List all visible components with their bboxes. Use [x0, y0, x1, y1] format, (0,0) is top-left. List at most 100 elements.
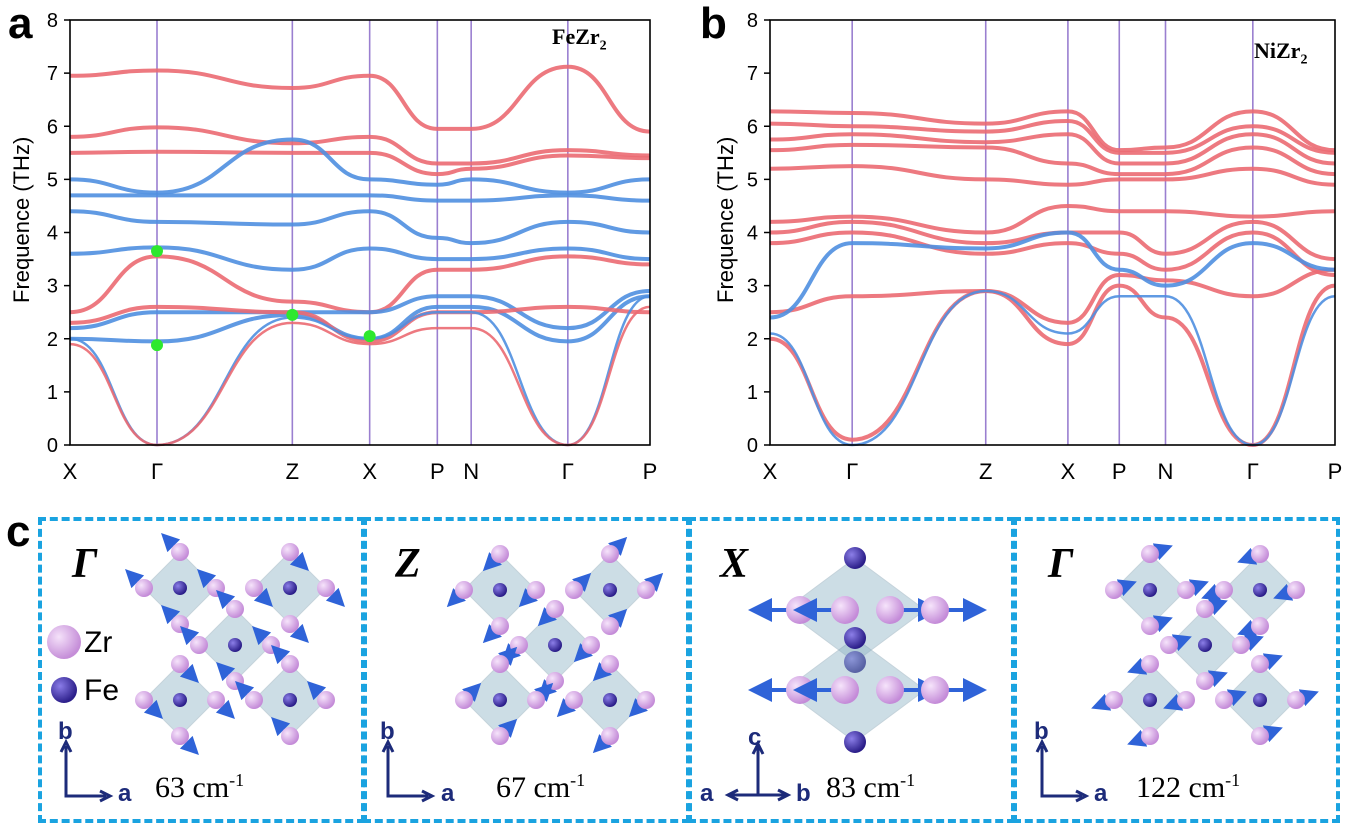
- ytick-label: 5: [747, 169, 758, 191]
- axis-b-2: b: [380, 718, 395, 745]
- freq-2-exp: -1: [570, 770, 586, 790]
- mode-label-2: Z: [395, 541, 421, 587]
- band-b9: [69, 288, 651, 331]
- axis-b-4: b: [1034, 718, 1049, 745]
- ytick-label: 8: [47, 10, 58, 32]
- freq-2-value: 67 cm: [496, 771, 571, 804]
- xtick-label: Z: [286, 459, 299, 480]
- ytick-label: 5: [47, 169, 58, 191]
- freq-1-exp: -1: [229, 770, 245, 790]
- axis-a-2: a: [441, 780, 455, 807]
- freq-3-exp: -1: [900, 770, 916, 790]
- band-b9: [769, 267, 1336, 325]
- xtick-label: X: [1061, 459, 1076, 480]
- band-ac1: [769, 289, 1336, 447]
- xtick-label: X: [763, 459, 778, 480]
- ytick-label: 2: [747, 329, 758, 351]
- band-b10: [69, 294, 651, 344]
- freq-4: 122 cm-1: [1136, 770, 1240, 805]
- axes-indicator-3: [724, 740, 792, 802]
- axis-a-3: a: [700, 780, 714, 807]
- ytick-label: 2: [47, 329, 58, 351]
- freq-3-value: 83 cm: [826, 771, 901, 804]
- band-b3: [69, 149, 651, 177]
- zr-legend-atom: [47, 625, 81, 659]
- mode-marker-1: [151, 339, 163, 352]
- ytick-label: 1: [747, 382, 758, 404]
- band-b4: [769, 142, 1336, 177]
- xtick-label: N: [1158, 459, 1174, 480]
- xtick-label: P: [1112, 459, 1127, 480]
- ytick-label: 8: [747, 10, 758, 32]
- band-b5: [70, 193, 651, 203]
- band-b11: [769, 230, 1336, 320]
- band-b2: [69, 125, 651, 166]
- mode-marker-2: [286, 308, 299, 321]
- xtick-label: Γ: [1247, 459, 1259, 480]
- ytick-label: 7: [747, 63, 758, 85]
- ytick-label: 1: [47, 382, 58, 404]
- freq-2: 67 cm-1: [496, 770, 585, 805]
- xtick-label: X: [362, 459, 377, 480]
- xtick-label: N: [463, 459, 479, 480]
- freq-1: 63 cm-1: [155, 770, 244, 805]
- band-b6: [769, 203, 1336, 235]
- band-b1: [69, 64, 651, 134]
- ytick-label: 6: [47, 116, 58, 138]
- band-b11: [69, 304, 651, 344]
- chart-b-title-sub: 2: [1300, 52, 1308, 68]
- ytick-label: 4: [47, 223, 58, 245]
- xtick-label: Γ: [151, 459, 163, 480]
- ytick-label: 0: [47, 435, 58, 457]
- mode-label-1: Γ: [72, 541, 98, 587]
- freq-4-exp: -1: [1225, 770, 1241, 790]
- ytick-label: 4: [747, 223, 758, 245]
- axes-indicator-4: [1035, 738, 1090, 803]
- chart-b-title: NiZr2: [1254, 38, 1307, 68]
- mode-marker-3: [363, 330, 376, 343]
- xtick-label: Z: [979, 459, 992, 480]
- band-b7: [769, 219, 1336, 262]
- xtick-label: Γ: [562, 459, 574, 480]
- band-b10: [769, 283, 1336, 448]
- panel-letter-a: a: [8, 0, 33, 48]
- band-b3: [769, 132, 1336, 166]
- axis-a-1: a: [118, 780, 132, 807]
- xtick-label: P: [643, 459, 658, 480]
- band-b6: [69, 209, 651, 246]
- band-b7: [69, 245, 651, 272]
- panel-letter-c: c: [6, 507, 31, 556]
- mode-box-4: [1013, 517, 1340, 823]
- legend-zr: Zr: [84, 626, 113, 659]
- axis-b-1: b: [58, 718, 73, 745]
- legend-icons: [47, 625, 81, 703]
- freq-3: 83 cm-1: [826, 770, 915, 805]
- axis-c-3: c: [748, 724, 762, 751]
- mode-label-4: Γ: [1048, 541, 1074, 587]
- freq-4-value: 122 cm: [1136, 771, 1226, 804]
- fe-legend-atom: [51, 677, 77, 703]
- mode-marker-0: [151, 245, 163, 258]
- axes-indicator-1: [59, 738, 114, 803]
- chart-a-title-base: FeZr: [552, 24, 600, 49]
- mode-label-3: X: [720, 541, 749, 587]
- band-b4: [69, 137, 651, 195]
- xtick-label: X: [63, 459, 78, 480]
- xtick-label: Γ: [846, 459, 858, 480]
- ytick-label: 0: [747, 435, 758, 457]
- ytick-label: 3: [747, 276, 758, 298]
- xtick-label: P: [430, 459, 445, 480]
- xtick-label: P: [1328, 459, 1343, 480]
- band-b1: [769, 109, 1336, 153]
- ytick-label: 3: [47, 276, 58, 298]
- axis-a-4: a: [1094, 780, 1108, 807]
- chart-b-title-base: NiZr: [1254, 38, 1301, 63]
- band-b8: [769, 230, 1336, 277]
- chart-a-title-sub: 2: [599, 38, 607, 54]
- ytick-label: 6: [747, 116, 758, 138]
- chart-b: 0 1 2 3 4 5 6 7 8 X Γ Z X P N Γ P: [747, 10, 1343, 480]
- band-b5: [769, 164, 1336, 187]
- panel-letter-b: b: [700, 0, 727, 48]
- axes-indicator-2: [381, 738, 436, 803]
